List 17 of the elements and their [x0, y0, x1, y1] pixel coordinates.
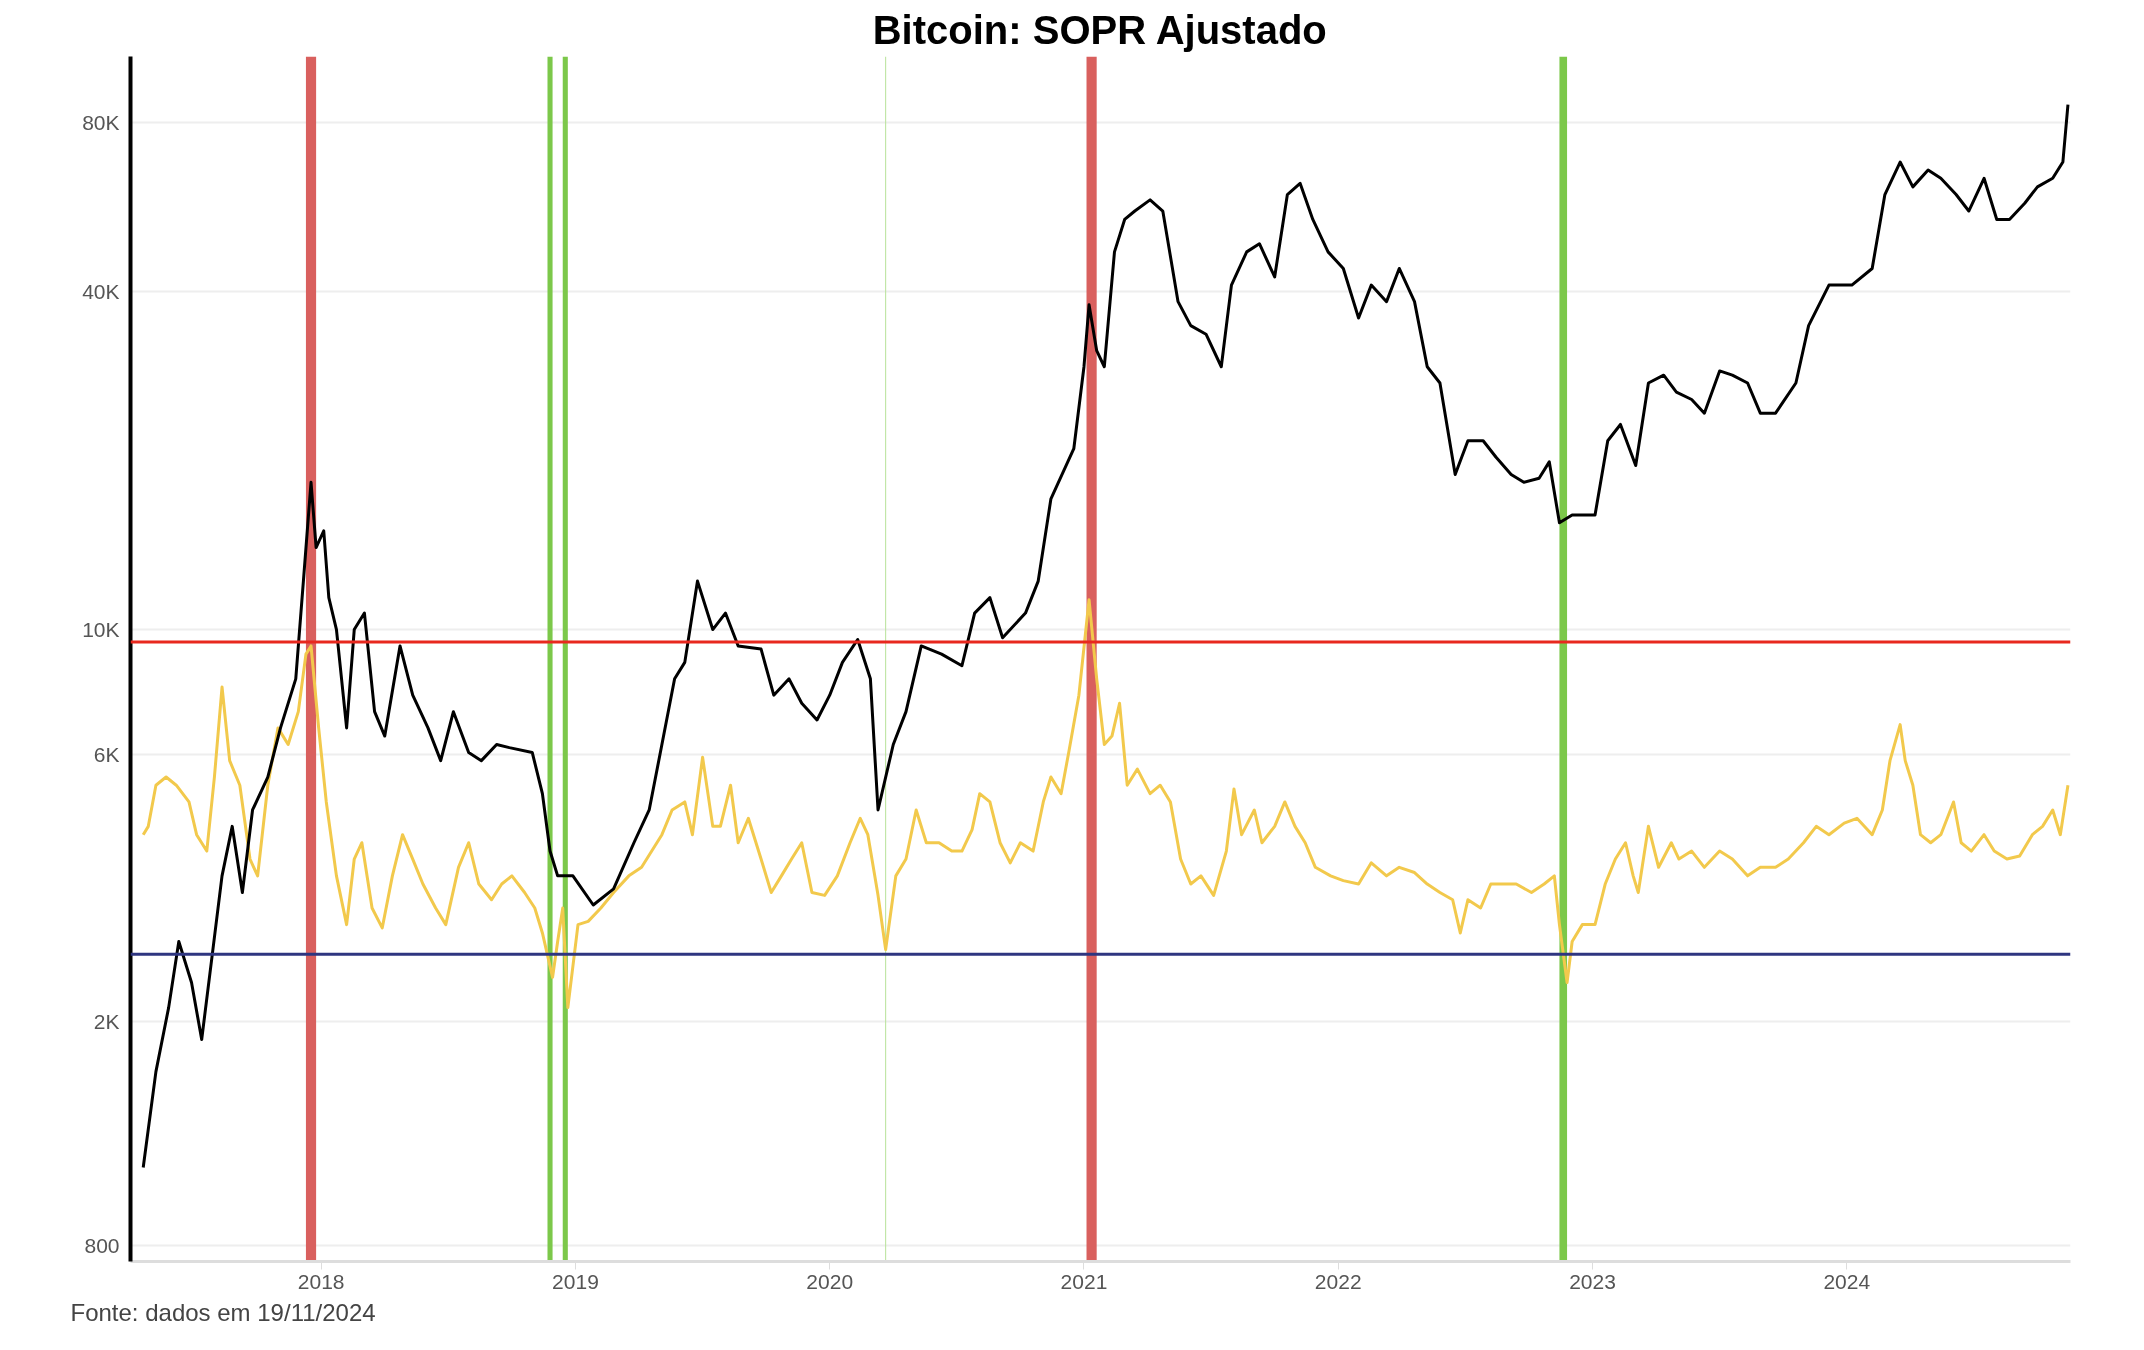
x-tick-label: 2022 — [1314, 1269, 1362, 1293]
source-note: Fonte: dados em 19/11/2024 — [70, 1298, 376, 1326]
line-series — [141, 103, 2070, 1170]
y-tick-label: 2K — [93, 1010, 120, 1034]
x-tick-label: 2024 — [1823, 1269, 1871, 1293]
x-tick-label: 2021 — [1060, 1269, 1108, 1293]
chart-title: Bitcoin: SOPR Ajustado — [872, 7, 1327, 52]
y-tick-label: 40K — [82, 280, 120, 304]
x-tick-label: 2020 — [806, 1269, 854, 1293]
y-tick-label: 10K — [82, 618, 120, 642]
x-tick-label: 2023 — [1569, 1269, 1616, 1293]
line-series — [141, 598, 2070, 1010]
x-tick-label: 2018 — [297, 1269, 345, 1293]
y-tick-label: 80K — [82, 111, 120, 135]
y-tick-label: 800 — [84, 1233, 120, 1257]
x-tick-label: 2019 — [552, 1269, 599, 1293]
y-tick-label: 6K — [93, 742, 120, 766]
